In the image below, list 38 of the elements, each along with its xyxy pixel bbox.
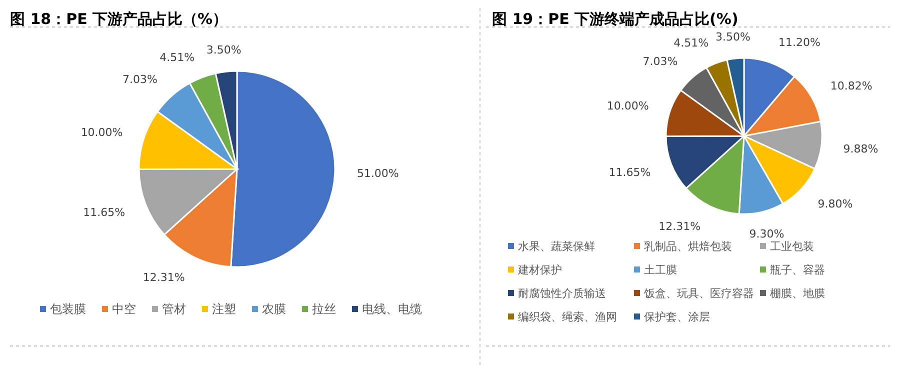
legend-label: 注塑 [212, 302, 236, 316]
data-label: 7.03% [122, 73, 158, 86]
data-label: 9.80% [818, 198, 853, 211]
chart-title: 图 18：PE 下游产品占比（%） [10, 10, 228, 28]
data-label: 9.88% [843, 142, 878, 156]
data-label: 3.50% [716, 30, 751, 44]
legend-label: 乳制品、烘焙包装 [644, 240, 732, 253]
data-label: 10.82% [830, 80, 872, 93]
data-label: 11.65% [83, 206, 126, 220]
legend-label: 农膜 [262, 302, 286, 316]
data-label: 10.00% [80, 126, 123, 140]
legend-label: 棚膜、地膜 [770, 287, 825, 300]
data-label: 12.31% [658, 220, 701, 234]
data-label: 9.30% [749, 227, 784, 240]
legend-label: 土工膜 [644, 264, 677, 276]
data-label: 51.00% [356, 166, 399, 180]
data-label: 11.20% [778, 36, 820, 50]
data-label: 7.03% [642, 55, 678, 68]
legend-label: 水果、蔬菜保鲜 [518, 240, 595, 253]
legend-label: 耐腐蚀性介质输送 [518, 287, 606, 300]
data-label: 11.65% [608, 166, 651, 180]
chart-title: 图 19：PE 下游终端产成品占比(%) [492, 10, 738, 28]
legend-label: 饭盒、玩具、医疗容器 [643, 287, 754, 300]
legend-label: 电线、电缆 [362, 302, 422, 316]
data-label: 10.00% [606, 99, 649, 112]
legend-label: 保护套、涂层 [644, 310, 710, 324]
data-label: 12.31% [142, 271, 185, 284]
legend-label: 瓶子、容器 [770, 264, 825, 276]
legend-label: 拉丝 [312, 302, 336, 316]
legend-label: 建材保护 [517, 264, 562, 276]
legend-label: 管材 [162, 302, 186, 316]
data-label: 3.50% [206, 44, 242, 57]
legend-label: 包装膜 [50, 302, 86, 316]
data-label: 4.51% [160, 50, 195, 64]
legend-label: 中空 [112, 302, 136, 316]
legend-label: 工业包装 [770, 240, 814, 253]
data-label: 4.51% [674, 36, 709, 50]
legend-label: 编织袋、绳索、渔网 [518, 310, 617, 324]
